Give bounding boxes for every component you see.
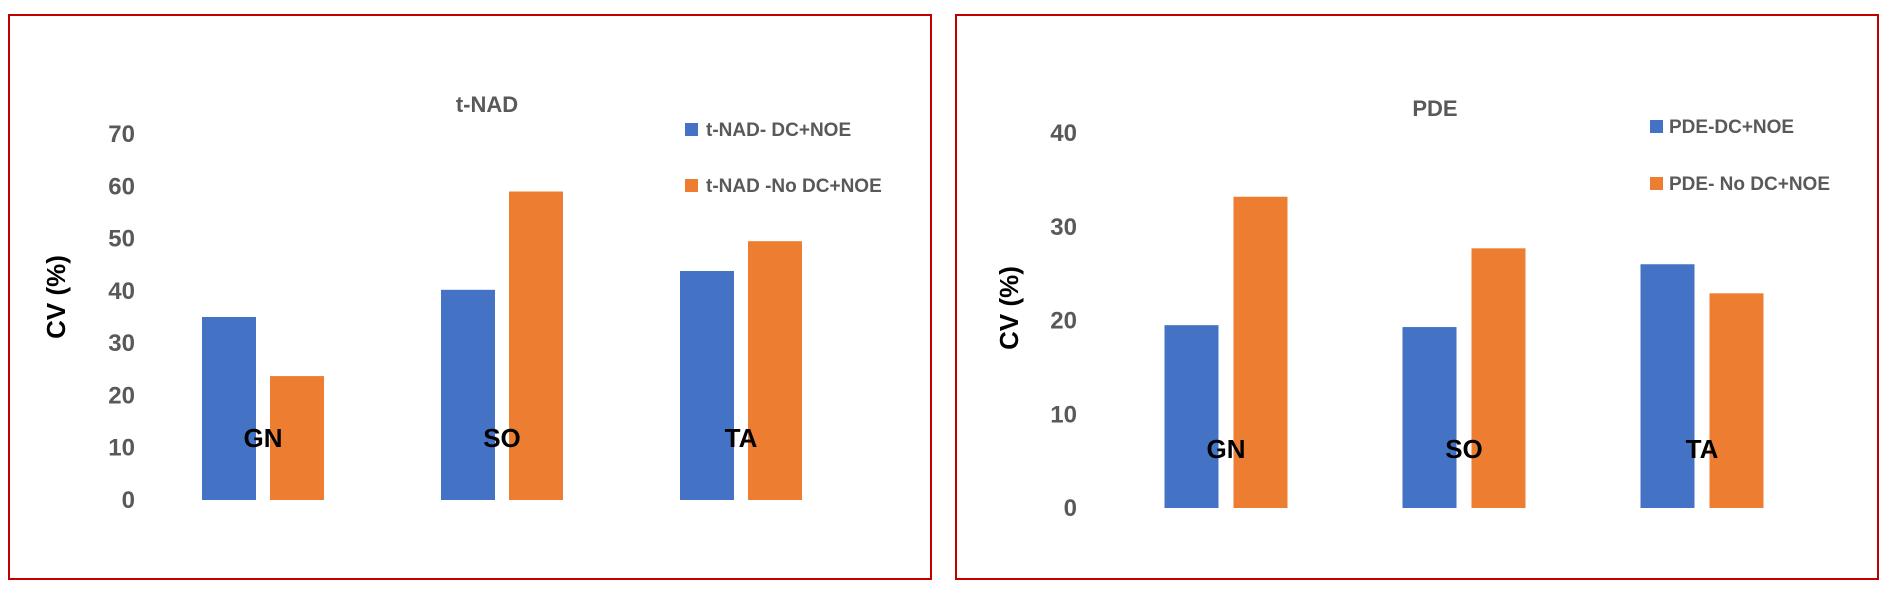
y-tick-label: 40 [108,278,135,305]
x-category-label-so: SO [1445,434,1483,464]
legend-swatch-series-2 [1650,177,1663,190]
y-tick-label: 70 [108,121,135,148]
bar-so-series-2 [509,191,563,500]
legend-label-series-1: PDE-DC+NOE [1669,117,1794,138]
y-tick-label: 30 [108,330,135,357]
chart-panel-pde: PDE CV (%) 0 10 20 30 40 GN SO TA PDE-DC+NOE P… [955,14,1879,580]
chart-panel-tnad: t-NAD CV (%) 0 10 20 30 40 50 60 70 GN SO TA t-NA… [8,14,932,580]
y-tick-label: 30 [1050,214,1077,241]
x-category-label-gn: GN [1207,434,1246,464]
bar-ta-series-1 [680,270,734,500]
bar-ta-series-2 [1709,293,1764,508]
y-tick-label: 20 [108,382,135,409]
legend-label-series-1: t-NAD- DC+NOE [706,120,851,141]
legend-swatch-series-1 [685,123,698,136]
chart-pde: PDE CV (%) 0 10 20 30 40 GN SO TA PDE-DC+NOE P… [994,96,1830,522]
bar-gn-series-2 [1233,196,1288,508]
bar-ta-series-1 [1640,264,1695,508]
bar-gn-series-1 [202,317,256,500]
bar-so-series-1 [441,289,495,500]
chart-title: t-NAD [456,92,518,117]
bar-gn-series-2 [270,376,324,500]
y-tick-label: 0 [122,487,135,514]
y-tick-label: 40 [1050,120,1077,147]
x-category-label-ta: TA [1686,434,1719,464]
y-tick-label: 50 [108,226,135,253]
bar-ta-series-2 [748,241,802,500]
legend-label-series-2: t-NAD -No DC+NOE [706,176,882,197]
legend-swatch-series-2 [685,179,698,192]
legend-swatch-series-1 [1650,120,1663,133]
chart-title: PDE [1412,96,1457,121]
x-category-label-gn: GN [244,423,283,453]
chart-tnad: t-NAD CV (%) 0 10 20 30 40 50 60 70 GN SO TA t-NA… [41,92,882,514]
x-category-label-ta: TA [725,423,758,453]
y-axis-label: CV (%) [41,255,71,339]
y-tick-label: 10 [108,435,135,462]
bar-so-series-1 [1402,327,1457,508]
legend: t-NAD- DC+NOE t-NAD -No DC+NOE [685,120,882,197]
y-axis-label: CV (%) [994,266,1024,350]
y-tick-label: 10 [1050,401,1077,428]
x-category-label-so: SO [483,423,521,453]
bar-so-series-2 [1471,248,1526,508]
y-tick-label: 60 [108,173,135,200]
bar-gn-series-1 [1164,325,1219,508]
y-tick-label: 0 [1064,495,1077,522]
legend: PDE-DC+NOE PDE- No DC+NOE [1650,117,1830,195]
legend-label-series-2: PDE- No DC+NOE [1669,174,1830,195]
y-tick-label: 20 [1050,308,1077,335]
